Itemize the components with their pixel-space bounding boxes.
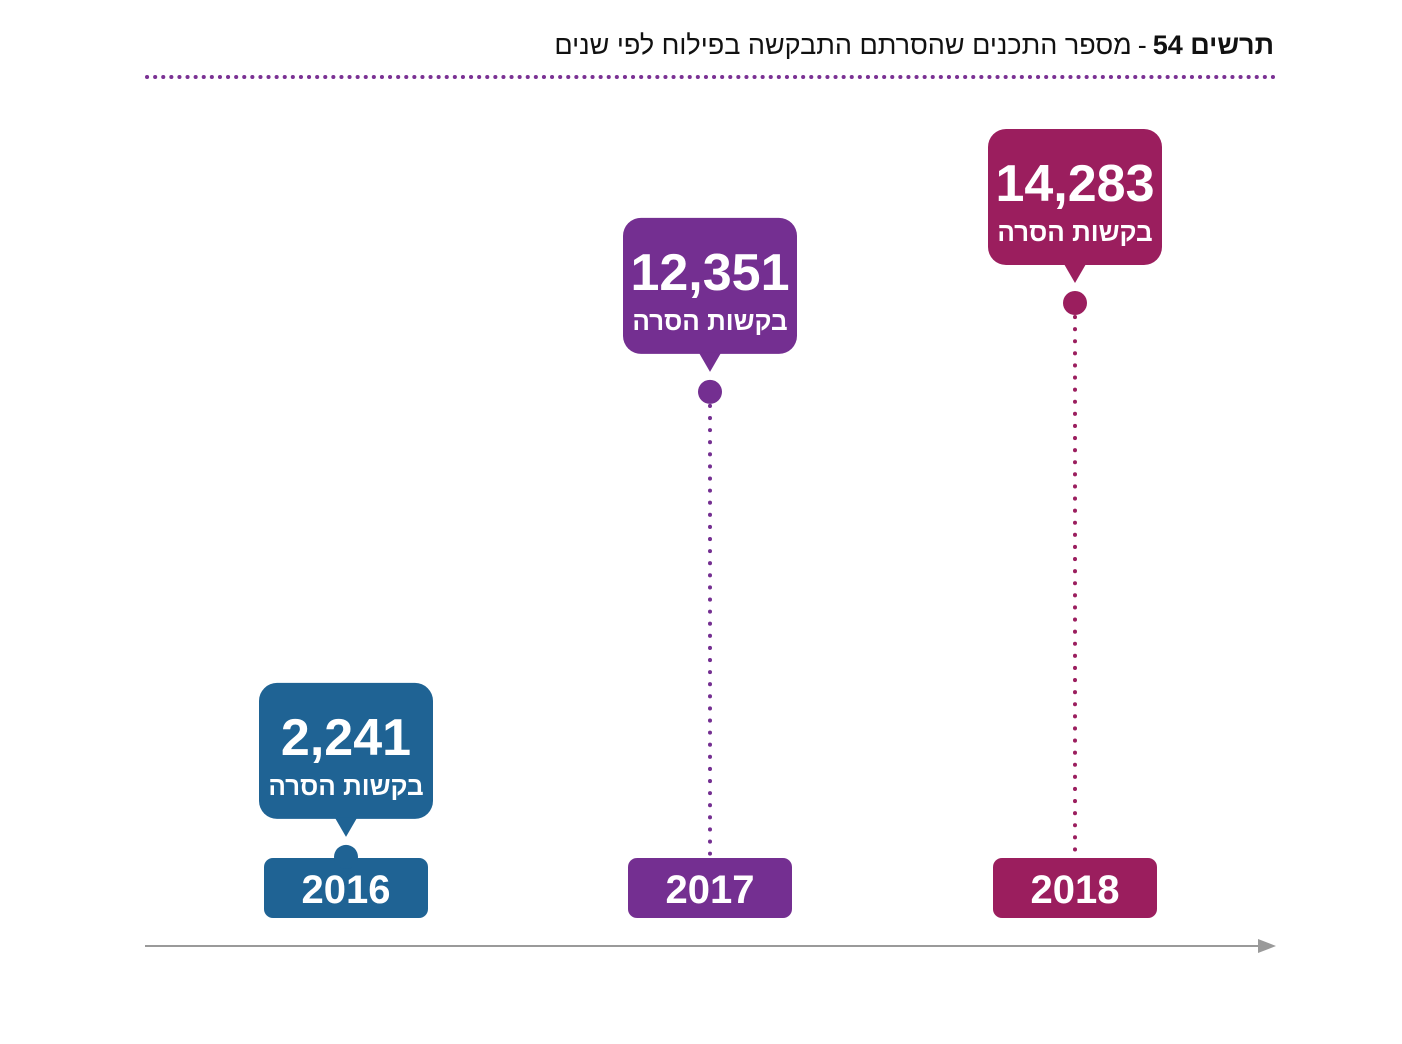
year-box-2017 [628,858,792,918]
year-label-2017: 2017 [666,868,755,912]
callout-pointer-2018 [1064,264,1086,283]
point-2017 [698,379,722,404]
callout-box-2016 [259,682,433,819]
year-label-2016: 2016 [302,868,391,912]
unit-label-2018: בקשות הסרה [997,217,1152,247]
unit-label-2017: בקשות הסרה [632,306,787,336]
callout-pointer-2017 [699,352,721,372]
axis-arrowhead [1258,939,1276,953]
callout-box-2018 [988,129,1162,265]
callout-box-2017 [623,217,797,354]
value-label-2016: 2,241 [281,709,411,767]
figure-label: תרשים 54 [1152,30,1274,60]
time-axis [145,939,1276,953]
value-label-2018: 14,283 [995,155,1154,213]
year-label-2018: 2018 [1031,868,1120,912]
title-text: מספר התכנים שהסרתם התבקשה בפילוח לפי שני… [554,30,1132,60]
callout-pointer-2016 [335,817,357,837]
chart-marks: 2016 2,241 בקשות הסרה 2017 12,351 בקשות הסרה 2… [259,129,1162,918]
chart-title: תרשים 54-מספר התכנים שהסרתם התבקשה בפילו… [554,30,1274,61]
year-box-2018 [993,858,1157,918]
unit-label-2016: בקשות הסרה [268,771,423,801]
year-box-2016 [264,858,428,918]
point-2018 [1063,291,1087,315]
title-separator: - [1137,30,1147,60]
point-2016 [334,844,358,869]
value-label-2017: 12,351 [630,244,789,302]
